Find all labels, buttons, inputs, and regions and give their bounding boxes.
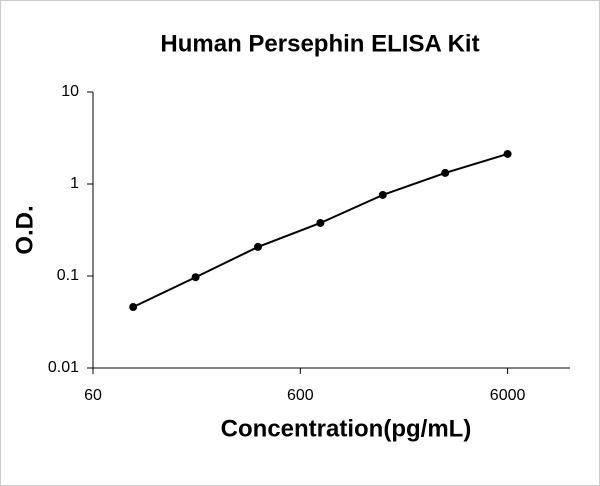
point [378, 190, 387, 199]
x-tick-label: 60 [84, 387, 102, 404]
y-axis-title: O.D. [11, 205, 38, 254]
y-tick-label: 10 [61, 83, 79, 100]
point [253, 242, 262, 251]
x-axis-title: Concentration(pg/mL) [221, 415, 472, 442]
point [503, 149, 512, 158]
point [191, 273, 200, 282]
chart-title: Human Persephin ELISA Kit [160, 30, 479, 57]
x-tick-label: 6000 [490, 387, 526, 404]
y-tick-label: 0.01 [48, 359, 79, 376]
point [441, 168, 450, 177]
point [316, 218, 325, 227]
point [129, 303, 138, 312]
y-tick-label: 0.1 [57, 267, 79, 284]
y-tick-label: 1 [70, 175, 79, 192]
x-tick-label: 600 [287, 387, 314, 404]
